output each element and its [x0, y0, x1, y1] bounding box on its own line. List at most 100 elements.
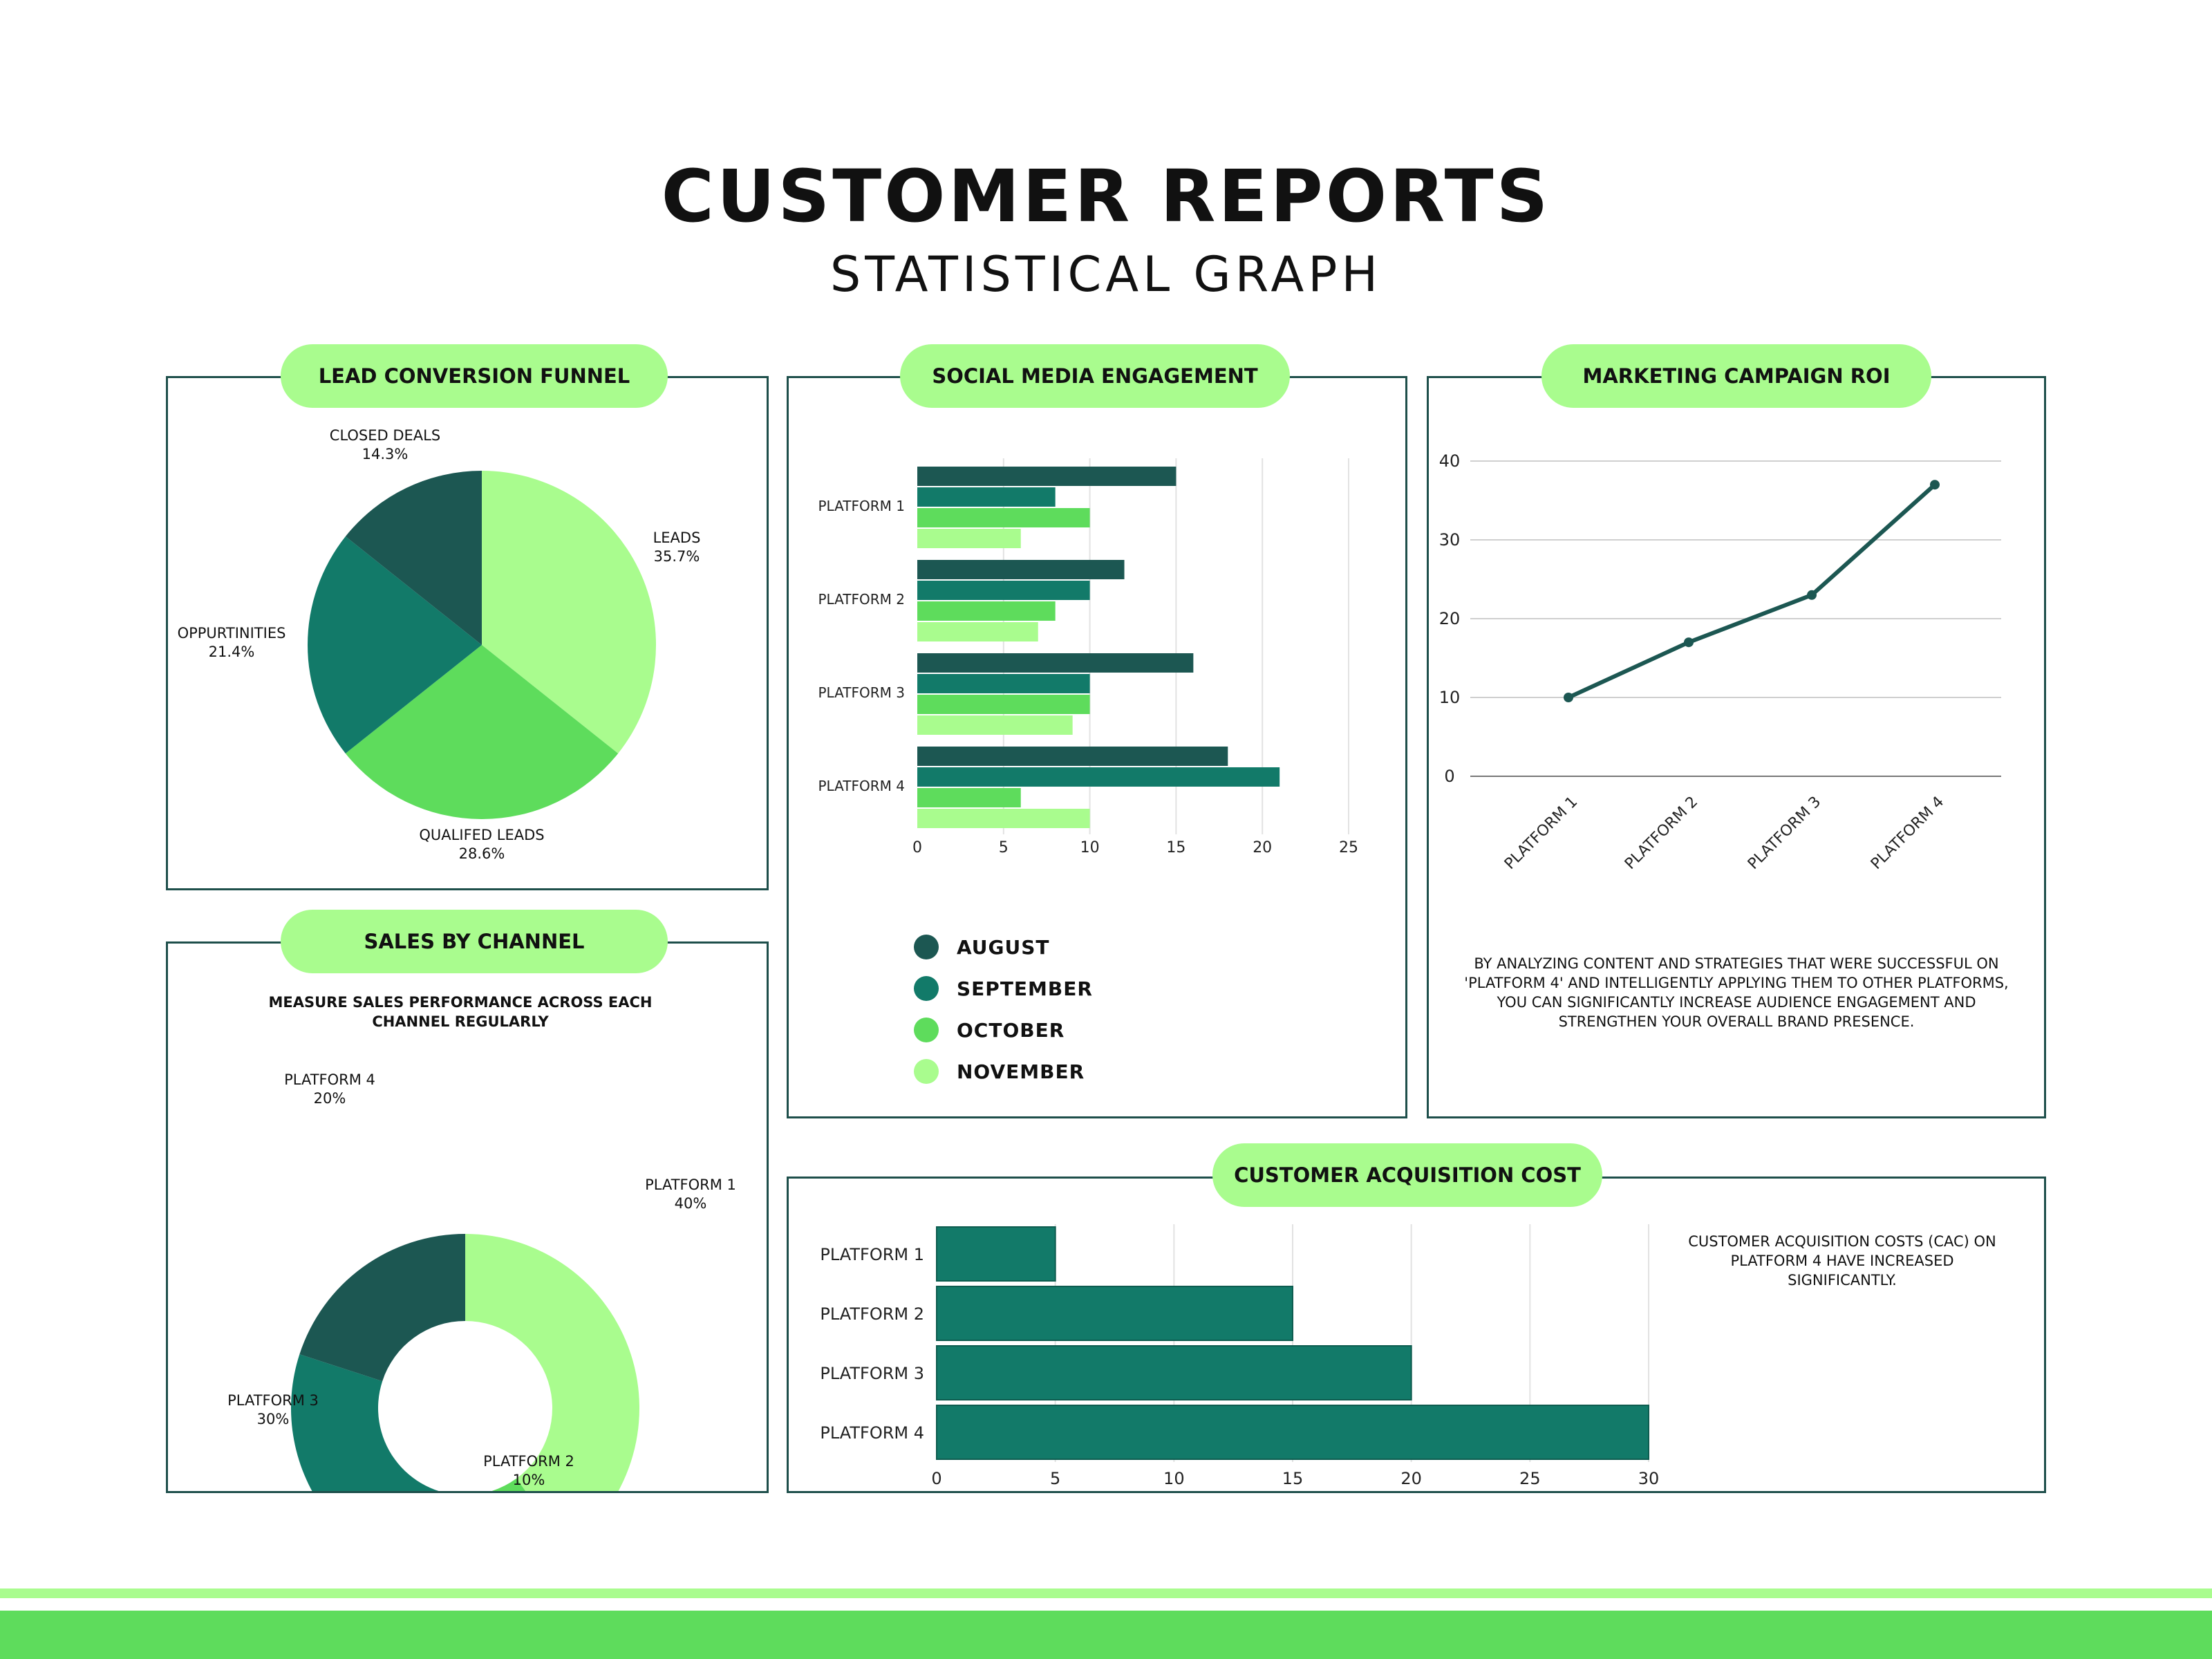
pie-slice	[299, 1234, 465, 1382]
slice-label: QUALIFED LEADS	[419, 827, 544, 843]
bar	[917, 715, 1073, 735]
legend-item: SEPTEMBER	[914, 968, 1093, 1009]
lead-funnel-title: LEAD CONVERSION FUNNEL	[281, 344, 668, 408]
bar	[936, 1286, 1293, 1341]
legend-label: AUGUST	[957, 935, 1050, 959]
legend-swatch	[914, 1018, 939, 1042]
cac-chart: 0 5 10 15 20 25 30 PLATFORM 1 PLATFORM 2 PLATFORM…	[820, 1224, 1660, 1488]
y-tick-label: 20	[1439, 609, 1461, 628]
y-tick-label: PLATFORM 4	[818, 778, 906, 794]
x-tick-label: 10	[1080, 839, 1100, 856]
cac-title: CUSTOMER ACQUISITION COST	[1212, 1143, 1602, 1207]
slice-value-label: 35.7%	[654, 548, 700, 565]
y-tick-label: PLATFORM 3	[820, 1364, 924, 1383]
social-media-legend: AUGUST SEPTEMBER OCTOBER NOVEMBER	[914, 926, 1093, 1092]
lead-funnel-panel: LEADS 35.7% QUALIFED LEADS 28.6% OPPURTINITI…	[166, 376, 769, 890]
slice-label: LEADS	[653, 529, 701, 546]
pie-slice	[491, 1478, 526, 1491]
x-tick-label: 0	[931, 1469, 941, 1488]
x-tick-label: 15	[1282, 1469, 1304, 1488]
y-tick-label: PLATFORM 2	[820, 1304, 924, 1324]
sales-channel-chart: PLATFORM 1 40% PLATFORM 2 10% PLATFORM 3 30% P…	[227, 1071, 736, 1491]
x-tick-label: 20	[1400, 1469, 1422, 1488]
y-tick-label: 0	[1444, 767, 1454, 786]
footer-stripe-light	[0, 1588, 2212, 1598]
x-tick-label: 30	[1638, 1469, 1660, 1488]
legend-item: OCTOBER	[914, 1009, 1093, 1051]
x-tick-label: 5	[999, 839, 1009, 856]
pie-slice	[482, 471, 656, 753]
y-tick-label: PLATFORM 3	[818, 684, 906, 701]
line-series	[1567, 482, 1937, 700]
x-tick-label: PLATFORM 4	[1868, 794, 1947, 873]
slice-label: PLATFORM 2	[483, 1453, 574, 1470]
bar	[917, 747, 1228, 766]
slice-value-label: 21.4%	[209, 644, 255, 660]
x-tick-label: 10	[1163, 1469, 1185, 1488]
slice-label: PLATFORM 3	[227, 1392, 319, 1409]
bar	[917, 508, 1090, 527]
lead-funnel-chart: LEADS 35.7% QUALIFED LEADS 28.6% OPPURTINITI…	[178, 427, 701, 862]
bar	[917, 581, 1090, 600]
sales-channel-caption: MEASURE SALES PERFORMANCE ACROSS EACH CH…	[268, 994, 653, 1030]
pie-slice	[308, 536, 482, 753]
slice-value-label: 14.3%	[362, 446, 409, 462]
slice-value-label: 20%	[314, 1090, 346, 1107]
sales-channel-panel: PLATFORM 1 40% PLATFORM 2 10% PLATFORM 3 30% P…	[166, 941, 769, 1493]
slice-value-label: 28.6%	[459, 845, 505, 862]
roi-note: BY ANALYZING CONTENT AND STRATEGIES THAT…	[1464, 955, 2009, 1030]
sales-channel-title: SALES BY CHANNEL	[281, 910, 668, 973]
data-point	[1807, 590, 1817, 600]
data-point	[1930, 480, 1940, 490]
legend-swatch	[914, 1059, 939, 1084]
bar	[917, 487, 1056, 507]
roi-panel: 0 10 20 30 40 PLATFORM 1 PLATFORM 2 PLATFORM 3 P…	[1427, 376, 2046, 1118]
bar	[936, 1226, 1056, 1282]
bar	[917, 529, 1021, 548]
social-media-panel: 0 5 10 15 20 25 PLATFORM 1 PLATFORM 2 PLATFORM 3…	[787, 376, 1407, 1118]
legend-label: SEPTEMBER	[957, 977, 1093, 1000]
y-tick-label: PLATFORM 2	[818, 591, 906, 608]
y-tick-label: 30	[1439, 530, 1461, 550]
data-point	[1684, 637, 1694, 648]
legend-label: OCTOBER	[957, 1018, 1065, 1042]
legend-swatch	[914, 935, 939, 959]
bar	[917, 467, 1177, 486]
social-media-title: SOCIAL MEDIA ENGAGEMENT	[900, 344, 1290, 408]
x-tick-label: 0	[912, 839, 922, 856]
roi-title: MARKETING CAMPAIGN ROI	[1541, 344, 1931, 408]
roi-chart: 0 10 20 30 40 PLATFORM 1 PLATFORM 2 PLATFORM 3 P…	[1439, 451, 2001, 873]
x-tick-label: PLATFORM 1	[1501, 794, 1581, 873]
bar	[917, 674, 1090, 693]
pie-slice	[345, 645, 619, 819]
footer-stripe-green	[0, 1611, 2212, 1659]
y-tick-label: 10	[1439, 688, 1461, 707]
bar	[917, 695, 1090, 714]
slice-value-label: 30%	[257, 1411, 290, 1427]
cac-note: CUSTOMER ACQUISITION COSTS (CAC) ON PLAT…	[1688, 1233, 1996, 1288]
y-tick-label: PLATFORM 4	[820, 1423, 924, 1443]
legend-swatch	[914, 976, 939, 1001]
y-tick-label: PLATFORM 1	[820, 1245, 924, 1264]
social-media-chart: 0 5 10 15 20 25 PLATFORM 1 PLATFORM 2 PLATFORM 3…	[818, 458, 1358, 856]
pie-slice	[291, 1354, 439, 1491]
legend-item: NOVEMBER	[914, 1051, 1093, 1092]
legend-label: NOVEMBER	[957, 1060, 1085, 1083]
bar	[917, 653, 1194, 673]
page-title: CUSTOMER REPORTS	[661, 154, 1551, 238]
x-tick-label: PLATFORM 2	[1622, 794, 1701, 873]
x-tick-label: PLATFORM 3	[1745, 794, 1824, 873]
slice-label: OPPURTINITIES	[178, 625, 286, 641]
pie-slice	[465, 1234, 639, 1491]
bar	[917, 809, 1090, 828]
page-subtitle: STATISTICAL GRAPH	[830, 246, 1382, 303]
x-tick-label: 20	[1253, 839, 1272, 856]
slice-value-label: 40%	[675, 1195, 707, 1212]
y-tick-label: PLATFORM 1	[818, 498, 906, 514]
data-point	[1564, 693, 1573, 702]
bar	[917, 560, 1125, 579]
bar	[917, 788, 1021, 807]
cac-panel: 0 5 10 15 20 25 30 PLATFORM 1 PLATFORM 2 PLATFORM…	[787, 1177, 2046, 1493]
x-tick-label: 25	[1339, 839, 1358, 856]
x-tick-label: 25	[1519, 1469, 1541, 1488]
